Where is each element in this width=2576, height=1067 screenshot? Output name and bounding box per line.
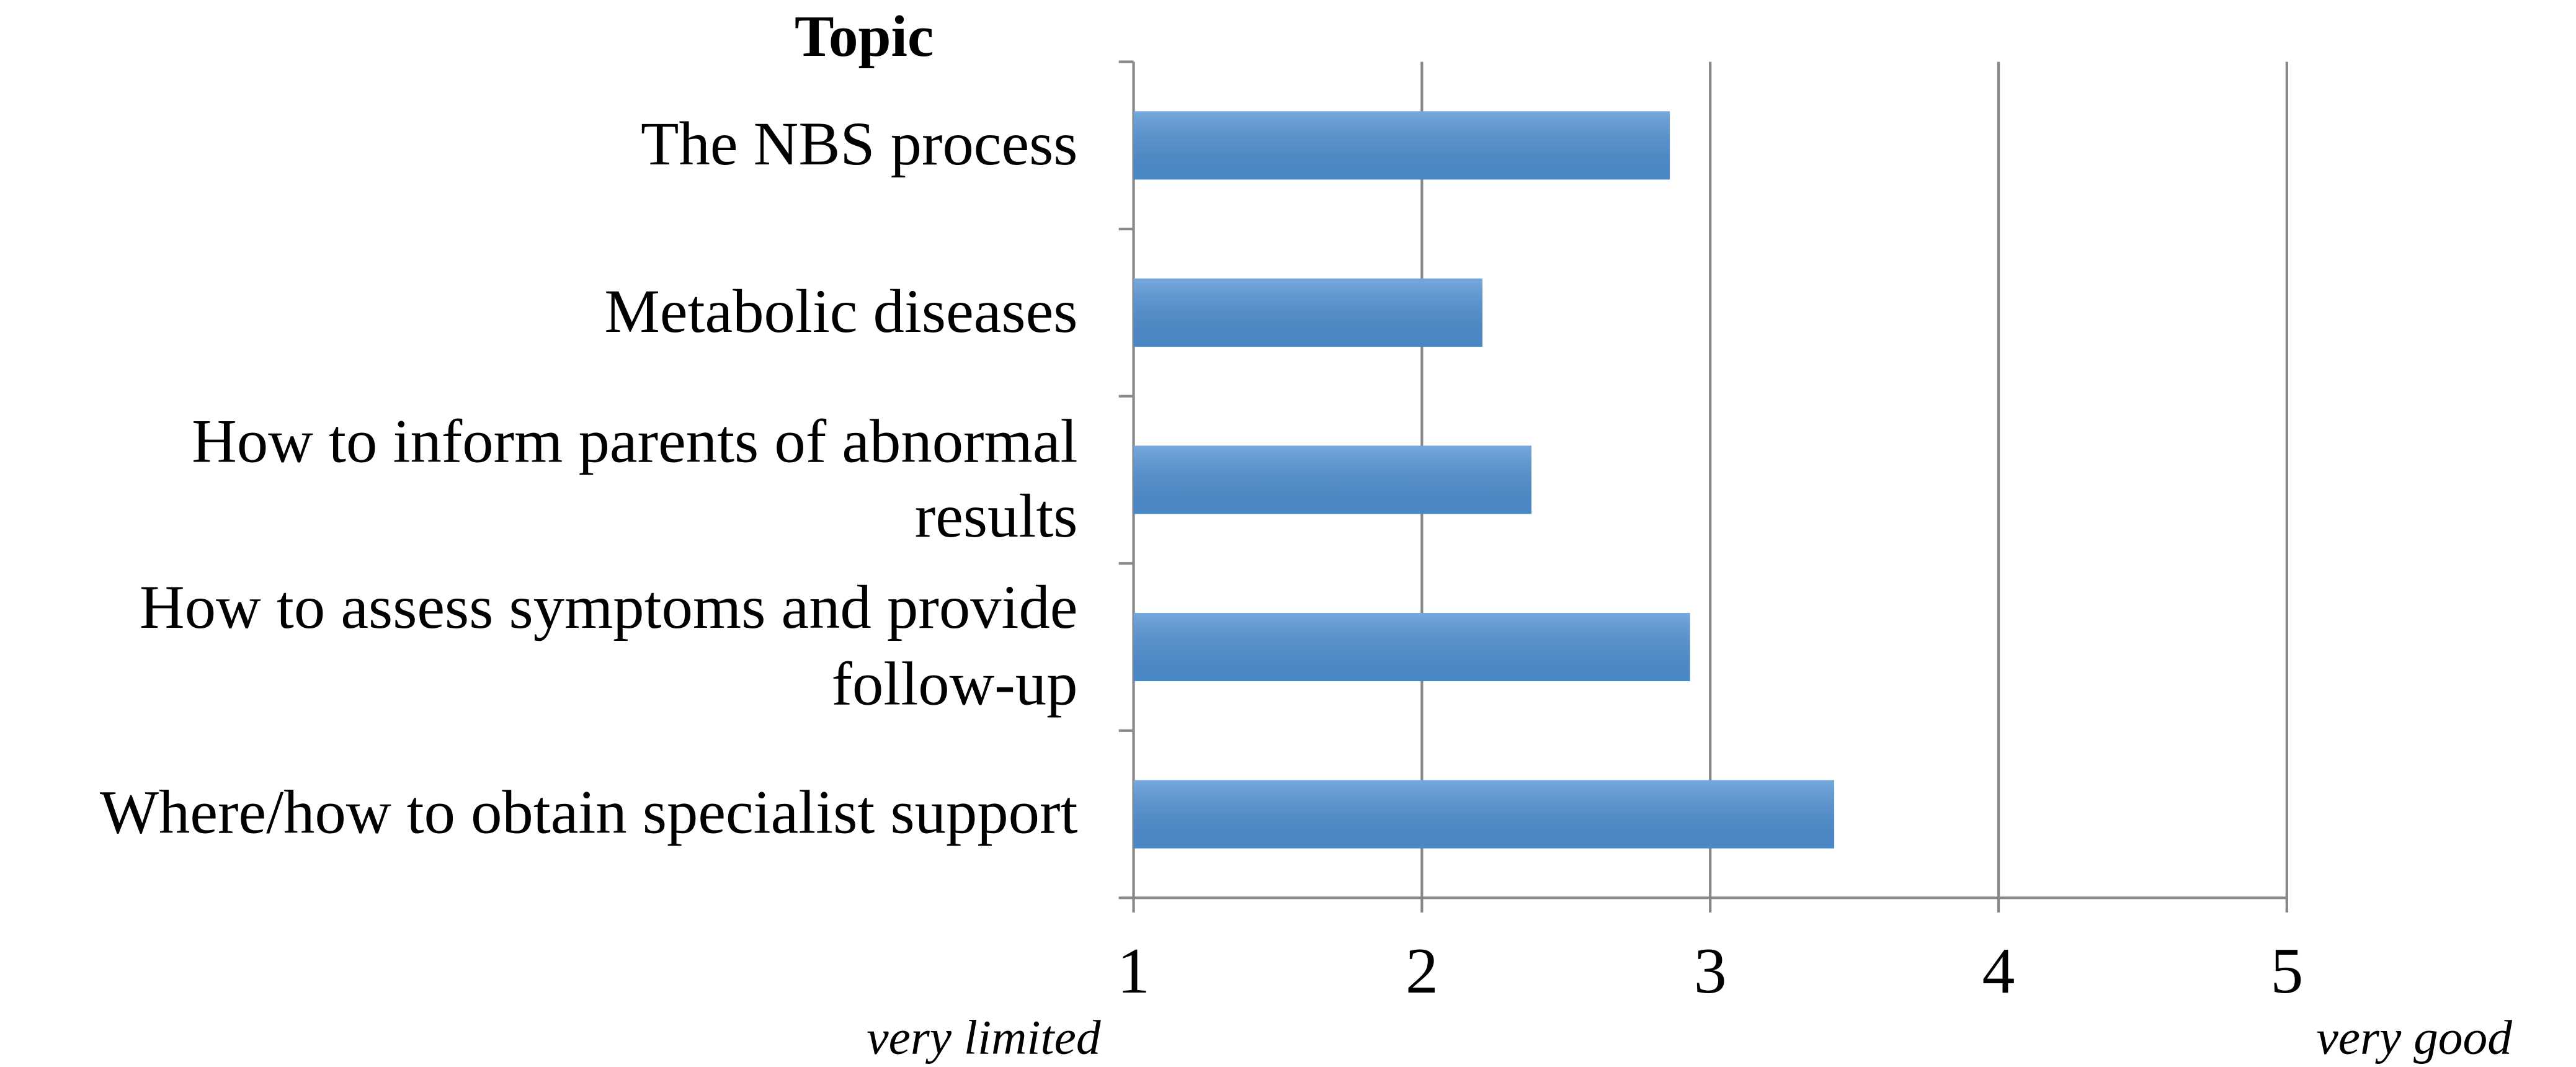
category-label-box: Where/how to obtain specialist support: [100, 779, 1078, 849]
x-tick-label: 5: [2270, 934, 2303, 1006]
bar: [1133, 780, 1835, 849]
y-tick-label: Where/how to obtain specialist support: [100, 779, 1078, 849]
category-label-box: Metabolic diseases: [604, 278, 1078, 347]
x-axis-high-label: very good: [2317, 1011, 2513, 1065]
bar: [1133, 111, 1670, 180]
x-tick-label: 4: [1982, 934, 2015, 1006]
category-label-box: How to assess symptoms and provide follo…: [140, 574, 1078, 719]
y-tick-label: How to assess symptoms and provide follo…: [140, 574, 1078, 719]
y-tick-label: Metabolic diseases: [604, 278, 1078, 347]
bar: [1133, 612, 1690, 682]
y-axis-title: Topic: [795, 3, 934, 68]
x-tick-label: 2: [1406, 934, 1438, 1006]
y-tick-label: The NBS process: [641, 110, 1078, 179]
category-label-box: The NBS process: [641, 110, 1078, 179]
y-tick-label: How to inform parents of abnormal result…: [192, 408, 1078, 551]
x-tick-label: 1: [1117, 934, 1150, 1006]
x-tick-label: 3: [1694, 934, 1727, 1006]
bar: [1133, 445, 1531, 514]
category-label-box: How to inform parents of abnormal result…: [192, 408, 1078, 551]
bar: [1133, 278, 1482, 347]
x-axis-low-label: very limited: [867, 1011, 1101, 1065]
